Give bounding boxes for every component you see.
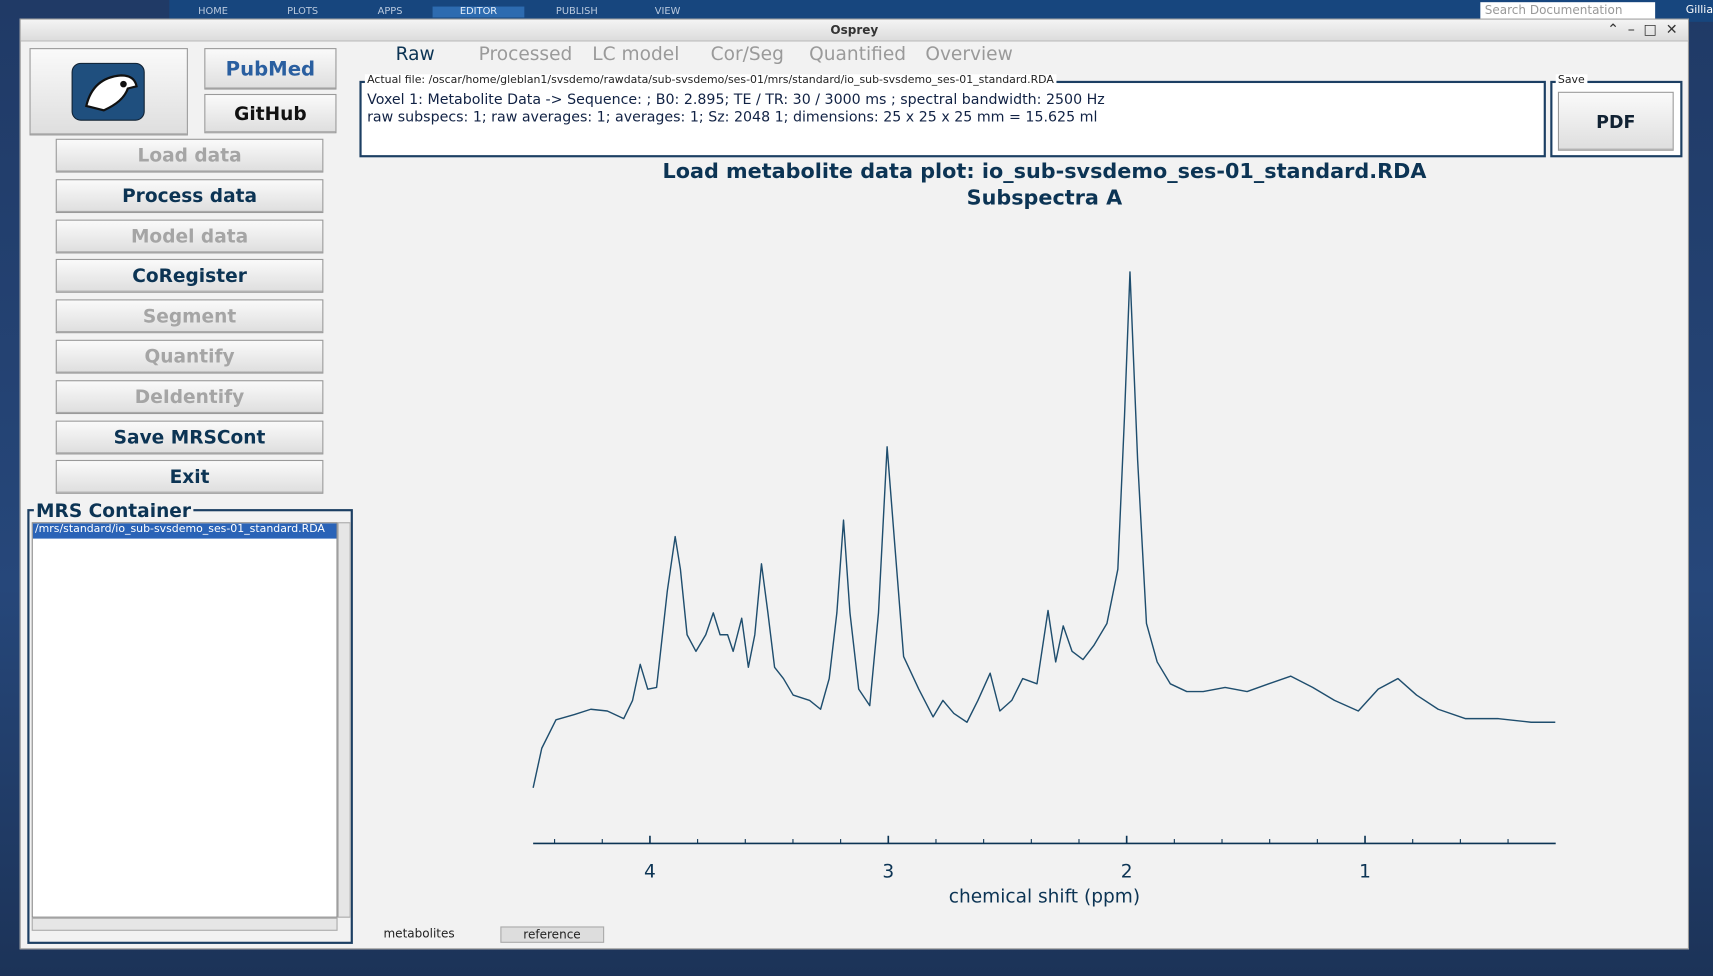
toolstrip-tab[interactable]: PUBLISH <box>555 6 598 18</box>
spectrum-plot: Load metabolite data plot: io_sub-svsdem… <box>532 162 1556 907</box>
window-title: Osprey <box>20 19 1688 42</box>
menu-button[interactable]: Segment <box>55 299 324 334</box>
menu-button[interactable]: Exit <box>55 460 324 495</box>
x-tick-label: 2 <box>1121 861 1133 882</box>
matlab-toolstrip: HOME PLOTS APPS EDITOR PUBLISH VIEW <box>169 0 1713 22</box>
chart-title: Load metabolite data plot: io_sub-svsdem… <box>662 162 1426 183</box>
menu-button[interactable]: Quantify <box>55 339 324 374</box>
menu-button[interactable]: CoRegister <box>55 259 324 294</box>
x-axis-label: chemical shift (ppm) <box>949 886 1140 907</box>
scrollbar[interactable] <box>31 917 338 931</box>
menu-button[interactable]: Process data <box>55 178 324 213</box>
save-panel: Save PDF <box>1550 74 1683 158</box>
x-tick-label: 4 <box>644 861 656 882</box>
bottom-tab[interactable]: metabolites <box>383 926 455 941</box>
user-name: Gillia <box>1685 4 1713 17</box>
info-legend: Actual file: /oscar/home/gleblan1/svsdem… <box>364 74 1057 87</box>
pubmed-button[interactable]: PubMed <box>204 48 337 90</box>
x-tick-label: 1 <box>1359 861 1371 882</box>
github-button[interactable]: GitHub <box>204 93 337 134</box>
search-box[interactable]: Search Documentation <box>1480 2 1656 20</box>
tab[interactable]: Overview <box>925 43 1013 66</box>
osprey-logo <box>71 62 145 121</box>
osprey-logo-button[interactable] <box>29 48 188 136</box>
tab[interactable]: Quantified <box>809 43 907 66</box>
menu-button[interactable]: Load data <box>55 138 324 173</box>
tab[interactable]: Raw <box>395 43 435 66</box>
tab[interactable]: LC model <box>592 43 680 66</box>
window-controls[interactable]: ⌃–□✕ <box>1607 21 1687 39</box>
info-panel: Actual file: /oscar/home/gleblan1/svsdem… <box>359 74 1546 158</box>
toolstrip-tab[interactable]: HOME <box>198 6 228 18</box>
scrollbar[interactable] <box>337 522 351 918</box>
list-item[interactable]: /mrs/standard/io_sub-svsdemo_ses-01_stan… <box>32 523 337 539</box>
info-line: Voxel 1: Metabolite Data -> Sequence: ; … <box>367 91 1105 109</box>
osprey-window: Osprey ⌃–□✕ PubMed GitHub Load data Proce… <box>19 18 1690 950</box>
mrs-container-panel: MRS Container /mrs/standard/io_sub-svsde… <box>27 500 353 944</box>
spectrum-line <box>532 271 1556 788</box>
menu-button[interactable]: Model data <box>55 219 324 254</box>
toolstrip-tab[interactable]: VIEW <box>654 6 681 18</box>
toolstrip-tab[interactable]: PLOTS <box>287 6 319 18</box>
panel-title: MRS Container <box>33 500 194 523</box>
chart-subtitle: Subspectra A <box>967 185 1123 209</box>
x-tick-label: 3 <box>882 861 894 882</box>
tab[interactable]: Cor/Seg <box>710 43 784 66</box>
pdf-button[interactable]: PDF <box>1557 91 1674 151</box>
tab[interactable]: Processed <box>478 43 573 66</box>
toolstrip-tab[interactable]: EDITOR <box>432 6 525 18</box>
toolstrip-tab[interactable]: APPS <box>377 6 403 18</box>
bottom-tab[interactable]: reference <box>500 926 604 943</box>
menu-button[interactable]: DeIdentify <box>55 379 324 414</box>
save-legend: Save <box>1555 74 1587 87</box>
info-line: raw subspecs: 1; raw averages: 1; averag… <box>367 109 1098 126</box>
menu-button[interactable]: Save MRSCont <box>55 420 324 455</box>
file-list[interactable]: /mrs/standard/io_sub-svsdemo_ses-01_stan… <box>31 522 338 918</box>
